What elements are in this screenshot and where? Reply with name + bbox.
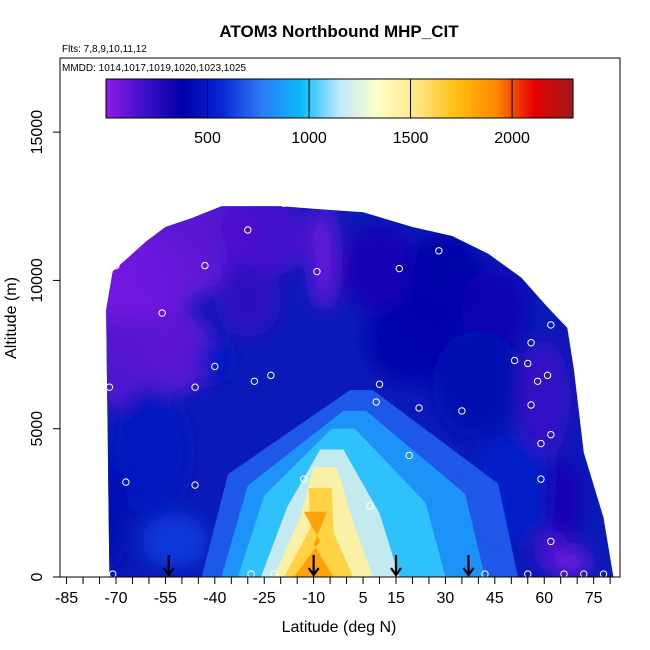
subtitle-dates: MMDD: 1014,1017,1019,1020,1023,1025 xyxy=(62,63,246,74)
plume-layer xyxy=(293,511,334,577)
observation-point xyxy=(510,356,519,365)
y-tick-label: 15000 xyxy=(29,110,46,155)
observation-point xyxy=(547,537,555,546)
subtitle-flights: Flts: 7,8,9,10,11,12 xyxy=(62,44,147,55)
chart-title: ATOM3 Northbound MHP_CIT xyxy=(219,22,459,41)
field-patch xyxy=(517,339,571,459)
x-tick-label: 30 xyxy=(437,590,455,607)
x-tick-label: -55 xyxy=(154,590,177,607)
field-patch xyxy=(550,547,591,578)
observation-point xyxy=(537,439,545,448)
flight-arrow-head xyxy=(162,567,175,577)
field-patch xyxy=(106,316,156,411)
observation-point xyxy=(415,404,423,412)
heatmap-field xyxy=(106,206,614,578)
plot-frame xyxy=(59,57,621,578)
field-patch xyxy=(218,206,311,278)
x-tick-label: 15 xyxy=(387,590,405,607)
x-tick-label: 60 xyxy=(535,590,553,607)
observation-point xyxy=(313,267,321,276)
field-patch xyxy=(366,295,459,385)
observation-point xyxy=(99,288,107,296)
field-patch xyxy=(109,387,189,518)
field-patch xyxy=(340,224,420,314)
flight-arrow-head xyxy=(462,567,475,577)
colorbar-tick-label: 1500 xyxy=(393,130,429,147)
observation-point xyxy=(112,261,120,270)
x-tick-label: -10 xyxy=(302,590,325,607)
x-tick-label: 45 xyxy=(486,590,504,607)
x-tick-label: 5 xyxy=(359,590,368,607)
observation-point xyxy=(533,377,542,385)
observation-point xyxy=(250,377,259,385)
colorbar-tick-label: 2000 xyxy=(494,130,530,147)
x-tick-label: -25 xyxy=(253,590,276,607)
y-tick-label: 10000 xyxy=(29,258,46,303)
observation-point xyxy=(122,478,130,486)
observation-point xyxy=(99,350,107,359)
observation-point xyxy=(280,199,288,208)
field-patch xyxy=(106,464,130,572)
observation-point xyxy=(395,264,403,273)
flight-arrows xyxy=(162,555,475,577)
observation-point xyxy=(191,383,199,391)
colorbar xyxy=(105,78,574,119)
observation-point xyxy=(191,481,199,489)
observation-point xyxy=(543,371,552,380)
observation-point xyxy=(547,430,555,439)
x-axis: -85 -70 -55 -40 -25 -10 5 15 30 45 60 75 xyxy=(55,577,611,607)
field-patch xyxy=(544,458,584,542)
observation-point xyxy=(244,226,252,234)
observation-point xyxy=(524,359,532,368)
observation-point xyxy=(405,451,413,460)
observation-point xyxy=(537,475,545,483)
y-axis-label: Altitude (m) xyxy=(3,277,20,359)
observation-point xyxy=(435,247,443,255)
colorbar-tick-label: 1000 xyxy=(291,130,327,147)
field-patch xyxy=(142,514,209,569)
observation-point xyxy=(372,398,380,406)
observation-point xyxy=(547,321,555,329)
observation-point xyxy=(300,475,308,483)
x-axis-label: Latitude (deg N) xyxy=(282,619,397,636)
colorbar-tick-label: 500 xyxy=(194,130,221,147)
x-tick-label: -85 xyxy=(55,590,78,607)
x-tick-label: -40 xyxy=(203,590,226,607)
observation-point xyxy=(201,261,209,270)
observation-points xyxy=(99,199,608,578)
y-axis: 0 5000 10000 15000 xyxy=(29,110,60,581)
observation-point xyxy=(105,383,114,391)
observation-point xyxy=(527,339,535,347)
field-patch xyxy=(214,265,281,337)
observation-point xyxy=(158,309,166,317)
field-patch xyxy=(135,310,215,394)
field-patch xyxy=(310,206,337,311)
observation-point xyxy=(375,380,384,388)
x-tick-label: -70 xyxy=(104,590,127,607)
colorbar-ticks: 500 1000 1500 2000 xyxy=(194,79,530,147)
x-tick-label: 75 xyxy=(585,590,603,607)
plume-layer xyxy=(284,488,354,577)
y-tick-label: 0 xyxy=(29,572,46,581)
observation-point xyxy=(211,362,219,371)
field-patch xyxy=(198,339,232,382)
observation-point xyxy=(267,371,275,380)
observation-point xyxy=(468,232,476,240)
flight-arrow-head xyxy=(307,567,320,577)
observation-point xyxy=(365,502,374,510)
flight-arrow-head xyxy=(390,567,402,577)
observation-point xyxy=(527,401,535,409)
y-tick-label: 5000 xyxy=(29,411,46,447)
field-patch xyxy=(432,330,525,438)
observation-point xyxy=(458,407,466,415)
